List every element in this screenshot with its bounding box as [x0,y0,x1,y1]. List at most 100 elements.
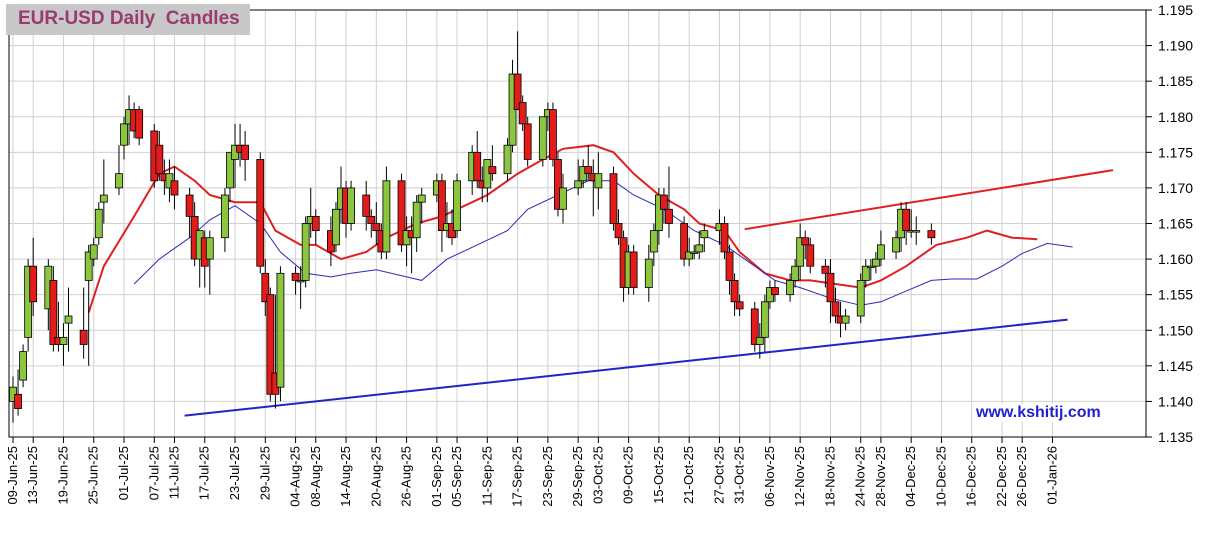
candle-body [311,215,320,232]
trendline [184,318,1068,417]
candle [750,301,759,352]
candle [771,280,779,302]
candle [730,273,739,317]
x-tick-label: 20-Aug-25 [368,446,383,507]
candle-body [877,244,885,260]
candle-body [771,287,779,296]
candle [629,244,638,295]
x-tick-label: 18-Nov-25 [822,446,837,507]
x-tick-label: 05-Sep-25 [449,446,464,507]
x-tick-label: 17-Jul-25 [197,446,212,500]
x-tick-label: 01-Jul-25 [116,446,131,500]
candle-body [170,180,179,196]
candle-body [609,173,618,224]
candle-body [912,230,921,233]
candle [871,251,880,274]
candle [301,216,310,288]
y-tick-label: 1.150 [1158,322,1193,338]
x-tick-label: 13-Jun-25 [25,446,40,505]
candle [276,266,285,402]
candle [347,180,355,231]
candle [584,145,593,181]
candle [89,237,98,267]
candle [786,273,794,302]
candle-body [720,223,729,253]
candle [574,159,583,196]
candle [791,259,800,288]
candle [523,116,532,167]
candle-body [801,237,810,246]
candle [115,145,123,196]
candle [720,216,729,260]
candle [690,244,699,260]
candle-body [791,265,800,281]
candle [120,116,128,160]
candle [29,237,38,317]
candle [877,230,885,267]
x-tick-label: 09-Oct-25 [621,446,636,504]
candle-body [412,201,421,239]
x-tick-label: 17-Sep-25 [510,446,525,507]
candle [185,187,194,238]
candle [266,287,275,402]
candle [609,166,618,231]
candle-body [453,180,461,232]
x-tick-label: 11-Sep-25 [479,446,494,506]
x-tick-label: 14-Aug-25 [338,446,353,507]
y-tick-label: 1.145 [1158,358,1193,374]
candle [256,152,265,274]
candle-body [226,151,234,189]
candle [19,344,27,388]
candle-body [725,251,734,281]
candle-body [347,187,355,224]
candle [594,152,603,210]
y-tick-label: 1.160 [1158,251,1193,267]
x-tick-label: 28-Nov-25 [873,446,888,507]
candle-body [301,223,310,281]
candle [332,202,340,252]
x-tick-label: 24-Nov-25 [853,446,868,507]
candle-body [755,336,764,345]
candle-body [760,301,769,338]
candle-body [549,109,557,160]
candle-body [84,251,93,281]
candle [226,151,234,203]
candle-body [892,237,900,253]
candle-body [115,173,123,189]
y-axis: 1.135 1.140 1.145 1.150 1.155 1.160 1.165 1.170… [1146,2,1193,445]
candle-body [513,73,522,111]
candle-body [29,265,38,303]
watermark-url[interactable]: www.kshitij.com [976,404,1101,422]
candle-body [685,251,694,260]
candle [806,237,815,274]
candle [473,130,482,188]
candle [927,223,936,245]
candle [665,166,673,238]
candle [902,202,911,245]
x-axis: 09-Jun-25 13-Jun-25 19-Jun-25 25-Jun-25 01-J… [5,437,1059,507]
candle [841,308,850,331]
x-tick-label: 10-Dec-25 [933,446,948,507]
candle-body [700,230,709,239]
candle [695,230,704,260]
x-tick-label: 04-Dec-25 [903,446,918,507]
candle [760,294,769,352]
candle [170,166,179,210]
candle-body [690,251,699,254]
y-tick-label: 1.175 [1158,144,1193,160]
candle-body [19,351,27,381]
candle-body [629,251,638,288]
candle [861,259,870,288]
candle-body [221,194,229,239]
candle-body [660,194,668,210]
candle [685,237,694,267]
candle [912,216,921,245]
candle [488,145,497,181]
candle [796,223,805,281]
candle [660,187,668,224]
candle [49,266,58,352]
candle [291,266,300,295]
x-tick-label: 26-Dec-25 [1014,446,1029,507]
